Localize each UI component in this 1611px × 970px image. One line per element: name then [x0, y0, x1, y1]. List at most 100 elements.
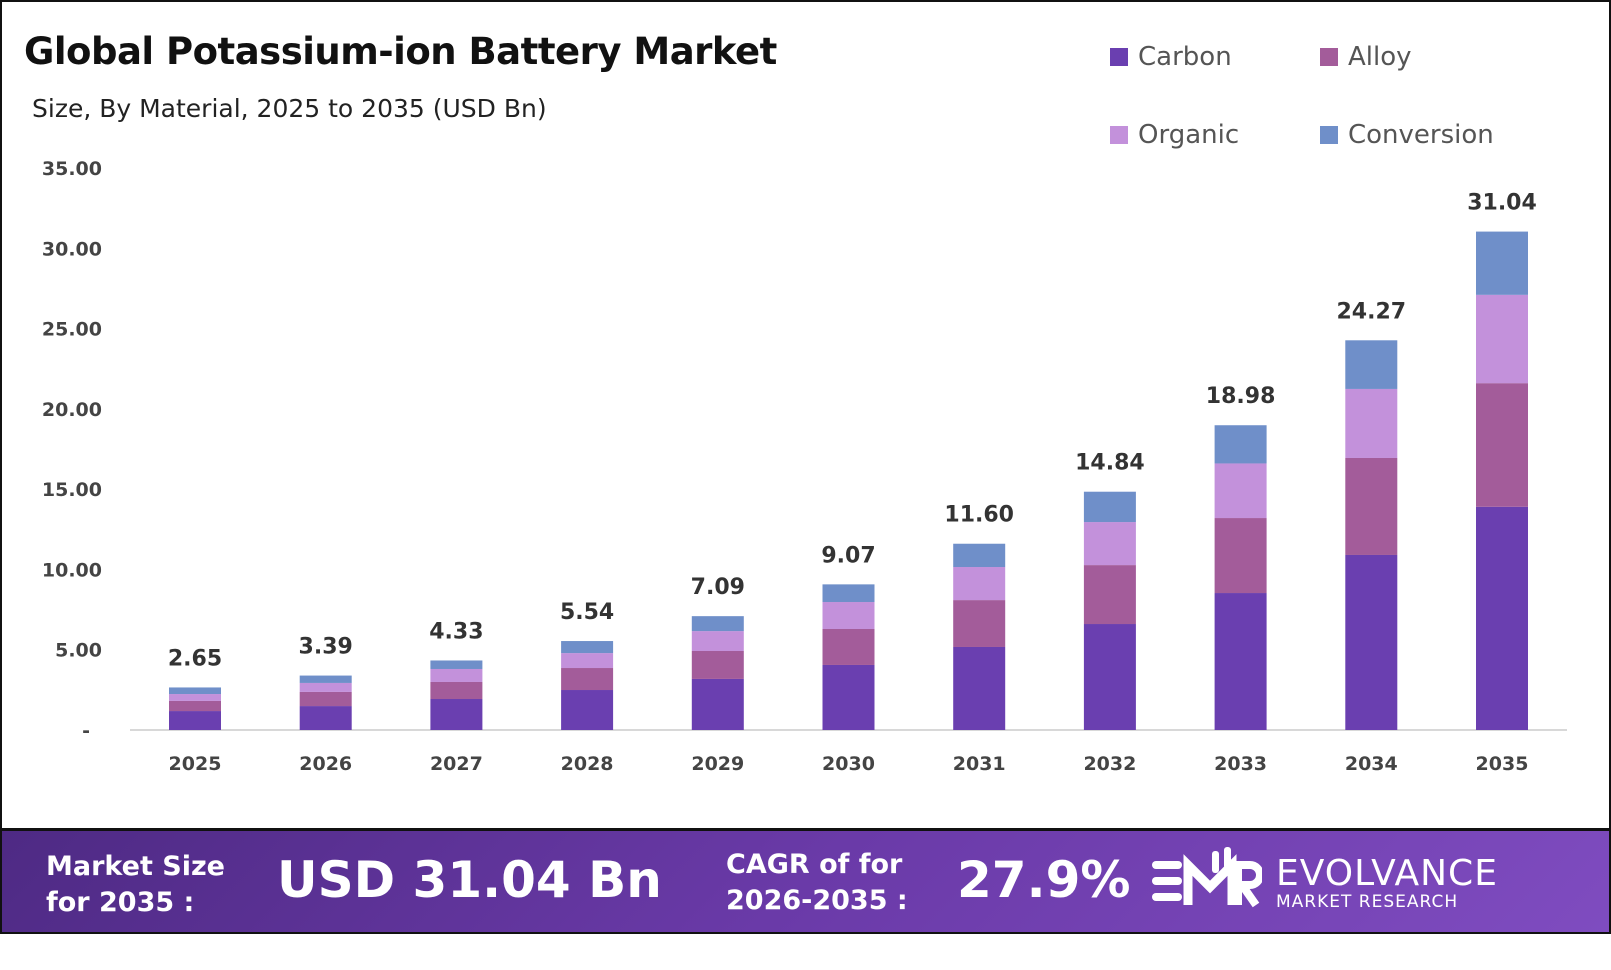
bar-segment-carbon — [169, 711, 221, 730]
legend-swatch-organic — [1110, 126, 1128, 144]
x-tick-label: 2025 — [169, 753, 222, 775]
bar-segment-conversion — [822, 584, 875, 603]
emr-logo-icon — [1152, 847, 1264, 908]
legend-label: Conversion — [1348, 120, 1494, 150]
bar-segment-conversion — [1476, 231, 1528, 295]
bar-total-label: 3.39 — [299, 635, 353, 660]
bar-segment-organic — [299, 682, 352, 692]
x-tick-label: 2032 — [1083, 753, 1136, 775]
chart-subtitle: Size, By Material, 2025 to 2035 (USD Bn) — [32, 94, 547, 123]
market-size-label-line2: for 2035 : — [46, 887, 195, 918]
x-tick-label: 2026 — [299, 753, 352, 775]
cagr-label-line2: 2026-2035 : — [726, 885, 908, 916]
bar-segment-carbon — [822, 664, 875, 730]
bar-total-label: 2.65 — [168, 646, 222, 671]
y-tick-label: 30.00 — [42, 238, 102, 260]
bar-segment-alloy — [691, 650, 744, 679]
bar-segment-alloy — [953, 600, 1006, 647]
x-tick-label: 2033 — [1214, 753, 1267, 775]
bar-segment-carbon — [1083, 624, 1136, 730]
bar-total-label: 11.60 — [944, 503, 1014, 528]
logo-subtitle: MARKET RESEARCH — [1276, 892, 1459, 912]
bar-segment-conversion — [561, 641, 614, 654]
bar-total-label: 9.07 — [821, 543, 875, 568]
x-tick-label: 2029 — [691, 753, 744, 775]
market-size-value: USD 31.04 Bn — [277, 851, 662, 909]
bar-segment-alloy — [430, 681, 483, 700]
logo-mark — [1152, 847, 1264, 921]
legend-item-alloy: Alloy — [1320, 42, 1412, 72]
bar-segment-organic — [1345, 388, 1398, 458]
bar-segment-alloy — [822, 629, 875, 665]
bar-segment-carbon — [430, 699, 483, 730]
bar-segment-organic — [561, 653, 614, 669]
market-size-label: Market Size for 2035 : — [46, 849, 225, 921]
cagr-label-line1: CAGR of for — [726, 849, 903, 880]
summary-banner: Market Size for 2035 : USD 31.04 Bn CAGR… — [2, 828, 1609, 932]
bar-segment-conversion — [1214, 425, 1267, 464]
bar-segment-organic — [1476, 294, 1528, 384]
bar-segment-conversion — [430, 660, 483, 669]
cagr-value: 27.9% — [957, 851, 1131, 909]
cagr-label: CAGR of for 2026-2035 : — [726, 847, 908, 919]
bar-segment-organic — [1214, 463, 1267, 519]
x-tick-label: 2034 — [1345, 753, 1398, 775]
bar-segment-alloy — [1476, 383, 1528, 507]
bar-segment-alloy — [1214, 518, 1267, 594]
legend-item-organic: Organic — [1110, 120, 1239, 150]
chart-frame: Global Potassium-ion Battery Market Size… — [0, 0, 1611, 934]
bar-segment-conversion — [691, 616, 744, 632]
legend-label: Carbon — [1138, 42, 1232, 72]
legend-item-carbon: Carbon — [1110, 42, 1232, 72]
bar-segment-organic — [169, 694, 221, 701]
bar-segment-organic — [691, 631, 744, 651]
bar-total-label: 4.33 — [429, 619, 483, 644]
market-size-label-line1: Market Size — [46, 851, 225, 882]
bar-segment-conversion — [1083, 491, 1136, 523]
y-tick-label: 20.00 — [42, 399, 102, 421]
bar-segment-alloy — [1083, 565, 1136, 625]
bar-segment-organic — [953, 567, 1006, 601]
x-tick-label: 2030 — [822, 753, 875, 775]
bar-total-label: 18.98 — [1206, 384, 1276, 409]
y-tick-label: 15.00 — [42, 479, 102, 501]
bar-segment-carbon — [691, 678, 744, 730]
bar-segment-conversion — [1345, 340, 1398, 389]
bar-total-label: 24.27 — [1337, 299, 1407, 324]
y-tick-label: - — [82, 720, 90, 742]
legend-swatch-carbon — [1110, 48, 1128, 66]
y-tick-label: 25.00 — [42, 319, 102, 341]
bar-segment-carbon — [1345, 554, 1398, 730]
bar-segment-organic — [822, 602, 875, 630]
bar-segment-organic — [1083, 522, 1136, 566]
bar-segment-alloy — [169, 700, 221, 712]
bar-segment-conversion — [953, 543, 1006, 568]
y-tick-label: 5.00 — [55, 640, 102, 662]
bar-total-label: 31.04 — [1467, 191, 1537, 216]
stacked-bar-chart: - 5.00 10.00 15.00 20.00 25.00 30.00 35.00 2025 2… — [42, 158, 1567, 775]
bar-segment-conversion — [299, 675, 352, 683]
y-tick-label: 35.00 — [42, 158, 102, 180]
bar-segment-alloy — [1345, 457, 1398, 555]
x-tick-label: 2027 — [430, 753, 483, 775]
bar-segment-carbon — [1214, 593, 1267, 730]
x-tick-label: 2028 — [561, 753, 614, 775]
legend-item-conversion: Conversion — [1320, 120, 1494, 150]
bar-total-label: 5.54 — [560, 600, 614, 625]
legend-label: Organic — [1138, 120, 1240, 150]
bar-segment-carbon — [953, 646, 1006, 730]
bar-segment-alloy — [299, 691, 352, 707]
chart-title: Global Potassium-ion Battery Market — [24, 30, 777, 73]
x-tick-label: 2035 — [1476, 753, 1529, 775]
bar-segment-carbon — [561, 690, 614, 730]
bar-segment-carbon — [1476, 506, 1528, 730]
y-tick-label: 10.00 — [42, 559, 102, 581]
bar-total-label: 7.09 — [691, 575, 745, 600]
bar-segment-organic — [430, 668, 483, 682]
bar-total-label: 14.84 — [1075, 451, 1145, 476]
bar-segment-carbon — [299, 706, 352, 730]
bar-segment-conversion — [169, 687, 221, 695]
x-tick-label: 2031 — [953, 753, 1006, 775]
evolvance-logo: EVOLVANCE MARKET RESEARCH — [1152, 847, 1498, 921]
legend-label: Alloy — [1348, 42, 1412, 72]
